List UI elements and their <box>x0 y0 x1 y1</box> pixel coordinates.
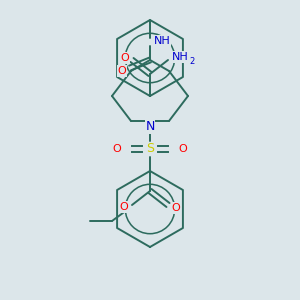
Text: O: O <box>112 144 122 154</box>
Text: N: N <box>145 121 155 134</box>
Text: NH: NH <box>154 36 170 46</box>
Text: O: O <box>120 202 128 212</box>
Text: O: O <box>172 203 180 213</box>
Text: O: O <box>178 144 188 154</box>
Text: NH: NH <box>172 52 188 62</box>
Text: O: O <box>118 66 126 76</box>
Text: O: O <box>121 53 129 63</box>
Text: S: S <box>146 142 154 155</box>
Text: 2: 2 <box>189 56 195 65</box>
